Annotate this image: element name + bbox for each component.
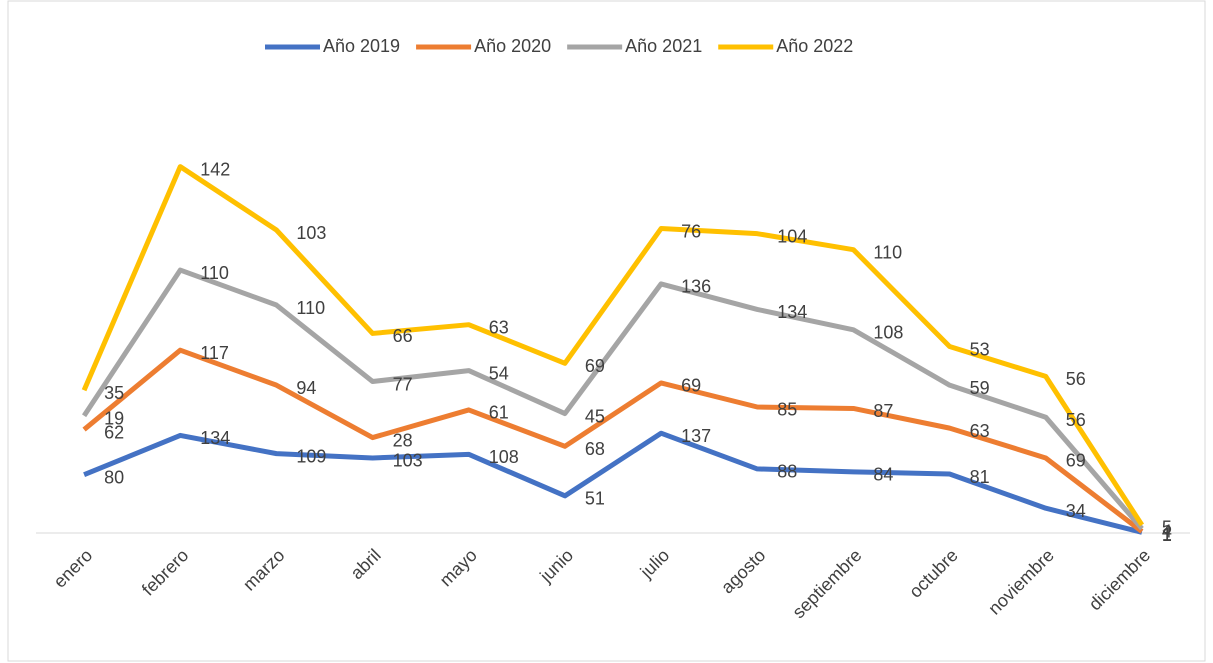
data-label: 35 xyxy=(104,383,124,403)
legend-label: Año 2019 xyxy=(323,36,400,56)
data-label: 76 xyxy=(681,221,701,241)
data-label: 142 xyxy=(200,159,230,179)
data-label: 69 xyxy=(1066,451,1086,471)
data-label: 137 xyxy=(681,426,711,446)
data-label: 59 xyxy=(970,378,990,398)
legend-label: Año 2022 xyxy=(776,36,853,56)
data-label: 94 xyxy=(296,378,316,398)
data-label: 45 xyxy=(585,406,605,426)
data-label: 81 xyxy=(970,467,990,487)
legend-label: Año 2021 xyxy=(625,36,702,56)
data-label: 117 xyxy=(200,343,229,363)
data-label: 51 xyxy=(585,489,605,509)
data-label: 4 xyxy=(1162,521,1172,541)
data-label: 108 xyxy=(873,323,903,343)
data-label: 103 xyxy=(393,451,423,471)
data-label: 56 xyxy=(1066,410,1086,430)
data-label: 134 xyxy=(777,302,807,322)
legend-label: Año 2020 xyxy=(474,36,551,56)
data-label: 108 xyxy=(489,447,519,467)
data-label: 69 xyxy=(585,356,605,376)
data-label: 66 xyxy=(393,326,413,346)
data-label: 34 xyxy=(1066,501,1086,521)
data-label: 5 xyxy=(1162,518,1172,538)
data-label: 62 xyxy=(104,422,124,442)
data-label: 109 xyxy=(296,446,326,466)
data-label: 80 xyxy=(104,467,124,487)
series-line xyxy=(81,164,1145,527)
data-label: 63 xyxy=(489,317,509,337)
data-label: 53 xyxy=(970,339,990,359)
data-label: 19 xyxy=(104,408,124,428)
data-label: 88 xyxy=(777,462,797,482)
data-label: 110 xyxy=(296,298,325,318)
data-label: 87 xyxy=(873,401,893,421)
data-label: 28 xyxy=(393,430,413,450)
data-label: 103 xyxy=(296,223,326,243)
data-label: 134 xyxy=(200,428,230,448)
data-label: 61 xyxy=(489,403,509,423)
series-line xyxy=(82,347,1144,534)
series-line xyxy=(83,430,1143,535)
data-label: 63 xyxy=(970,421,990,441)
data-label: 1 xyxy=(1162,525,1172,545)
data-label: 84 xyxy=(873,465,893,485)
data-label: 68 xyxy=(585,439,605,459)
series-line xyxy=(81,267,1144,531)
data-label: 77 xyxy=(393,374,413,394)
data-label: 85 xyxy=(777,400,797,420)
data-label: 110 xyxy=(873,242,902,262)
data-label: 56 xyxy=(1066,369,1086,389)
data-label: 136 xyxy=(681,277,711,297)
data-label: 54 xyxy=(489,363,509,383)
data-label: 1 xyxy=(1162,524,1172,544)
data-label: 104 xyxy=(777,226,807,246)
data-label: 110 xyxy=(200,263,229,283)
data-label: 69 xyxy=(681,376,701,396)
chart-frame xyxy=(7,0,1206,662)
